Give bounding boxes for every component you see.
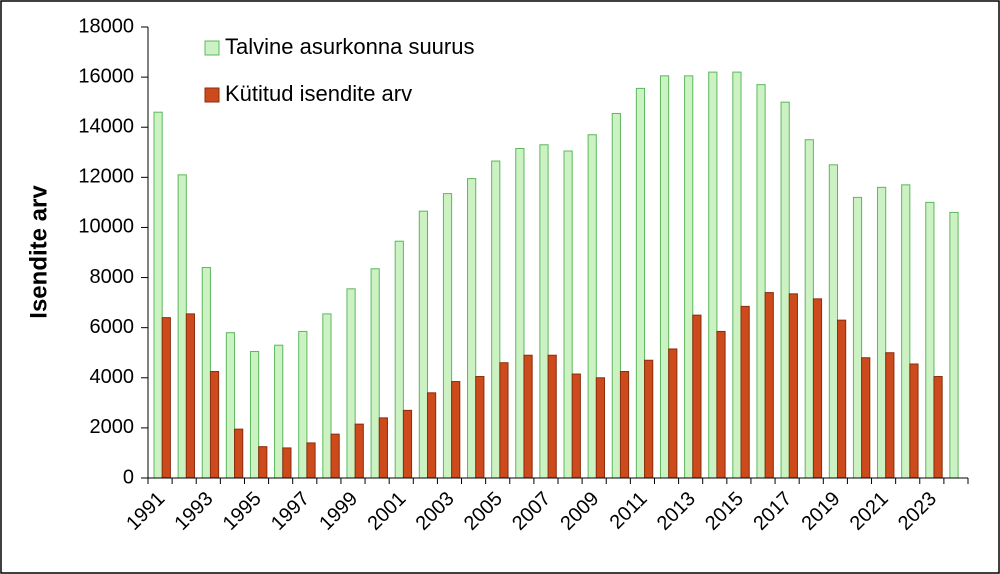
bar xyxy=(659,75,670,479)
bar xyxy=(161,317,171,479)
bar xyxy=(394,240,404,479)
y-tick-label: 18000 xyxy=(78,15,134,37)
bar xyxy=(732,71,742,479)
bar xyxy=(828,164,838,479)
bar xyxy=(611,112,621,479)
bar xyxy=(209,371,220,479)
legend-swatch xyxy=(204,87,220,103)
y-tick-label: 10000 xyxy=(78,216,134,238)
bar xyxy=(708,71,718,479)
legend-swatch xyxy=(204,40,220,56)
bar xyxy=(451,381,461,479)
bar xyxy=(780,101,790,479)
bar xyxy=(475,376,485,479)
bar xyxy=(852,196,863,479)
bar xyxy=(234,428,244,479)
bar xyxy=(185,313,196,479)
bar xyxy=(322,313,332,479)
bar xyxy=(644,359,654,479)
bar xyxy=(877,186,887,479)
bar xyxy=(523,354,533,479)
bar xyxy=(901,184,911,479)
bar xyxy=(282,447,292,479)
bar xyxy=(418,210,428,479)
bar xyxy=(812,298,823,479)
bar xyxy=(764,292,774,479)
y-tick-label: 14000 xyxy=(78,116,134,138)
bar xyxy=(925,201,935,479)
y-axis-label: Isendite arv xyxy=(25,185,52,319)
bar xyxy=(836,319,847,479)
bar xyxy=(442,193,453,479)
bar xyxy=(563,150,573,479)
y-tick-label: 2000 xyxy=(90,416,135,438)
bar xyxy=(153,111,163,479)
bar xyxy=(571,373,581,479)
y-tick-label: 16000 xyxy=(78,65,134,87)
bar xyxy=(370,268,380,479)
bar xyxy=(201,267,211,479)
bar xyxy=(804,139,814,479)
bar xyxy=(298,330,308,479)
bar xyxy=(595,377,606,479)
y-tick-label: 12000 xyxy=(78,166,134,188)
bar xyxy=(909,363,919,479)
bar xyxy=(515,148,525,479)
y-tick-label: 0 xyxy=(123,466,134,488)
bar xyxy=(274,344,284,479)
bar xyxy=(354,423,364,479)
bar xyxy=(547,354,557,479)
bar xyxy=(933,376,943,479)
bar xyxy=(330,433,340,479)
bar xyxy=(885,352,895,479)
bar xyxy=(225,332,236,479)
bar xyxy=(467,178,477,479)
legend-label: Kütitud isendite arv xyxy=(225,81,412,106)
bar xyxy=(402,409,413,479)
bar xyxy=(861,357,871,479)
bar xyxy=(668,348,678,479)
bar xyxy=(684,75,694,479)
bar xyxy=(619,371,630,479)
bar xyxy=(346,288,356,479)
bar xyxy=(306,442,316,479)
y-tick-label: 4000 xyxy=(90,366,135,388)
bar xyxy=(491,160,501,479)
bar xyxy=(426,392,437,479)
bar xyxy=(177,174,187,479)
bar xyxy=(949,211,959,479)
bar xyxy=(635,87,646,479)
bar xyxy=(788,293,798,479)
bar xyxy=(539,144,549,479)
bar xyxy=(692,314,702,479)
y-tick-label: 6000 xyxy=(90,316,135,338)
bar xyxy=(716,330,726,479)
bar xyxy=(587,134,597,479)
bar xyxy=(740,305,750,479)
y-tick-label: 8000 xyxy=(90,266,135,288)
bar xyxy=(499,362,509,479)
legend-label: Talvine asurkonna suurus xyxy=(225,34,474,59)
bar xyxy=(756,84,766,479)
bar xyxy=(258,446,268,479)
bar xyxy=(249,350,260,479)
bar xyxy=(378,417,388,479)
